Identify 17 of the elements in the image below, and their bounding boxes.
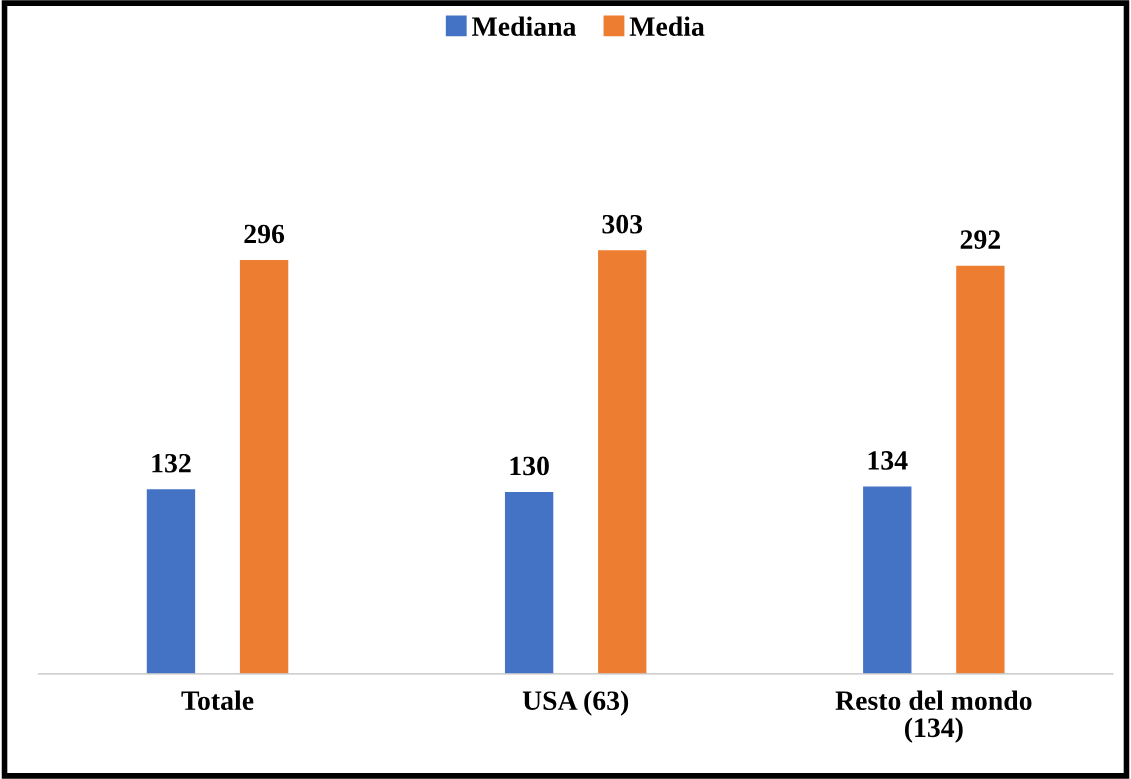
bar	[956, 265, 1005, 674]
x-tick-label: Resto del mondo (134)	[835, 690, 1032, 743]
data-label: 296	[244, 224, 285, 244]
bar	[239, 260, 289, 674]
bar	[598, 250, 647, 674]
data-label: 303	[602, 214, 643, 234]
legend-label: Mediana	[471, 16, 577, 36]
x-tick-label: USA (63)	[522, 690, 629, 716]
bar	[863, 486, 912, 674]
bar	[504, 492, 554, 674]
data-label: 292	[960, 230, 1001, 249]
bar	[146, 489, 196, 674]
data-label: 132	[152, 453, 191, 473]
data-label: 130	[510, 456, 549, 476]
x-tick-label: Totale	[181, 690, 254, 711]
data-label: 134	[868, 451, 908, 470]
legend-label: Media	[629, 16, 705, 36]
